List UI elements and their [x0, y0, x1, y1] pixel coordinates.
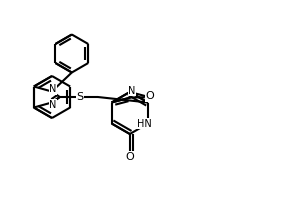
- Text: O: O: [125, 152, 134, 162]
- Text: N: N: [49, 99, 56, 110]
- Text: N: N: [128, 86, 136, 96]
- Text: N: N: [49, 84, 56, 95]
- Text: HN: HN: [136, 118, 152, 129]
- Text: S: S: [76, 92, 83, 102]
- Text: O: O: [145, 91, 154, 101]
